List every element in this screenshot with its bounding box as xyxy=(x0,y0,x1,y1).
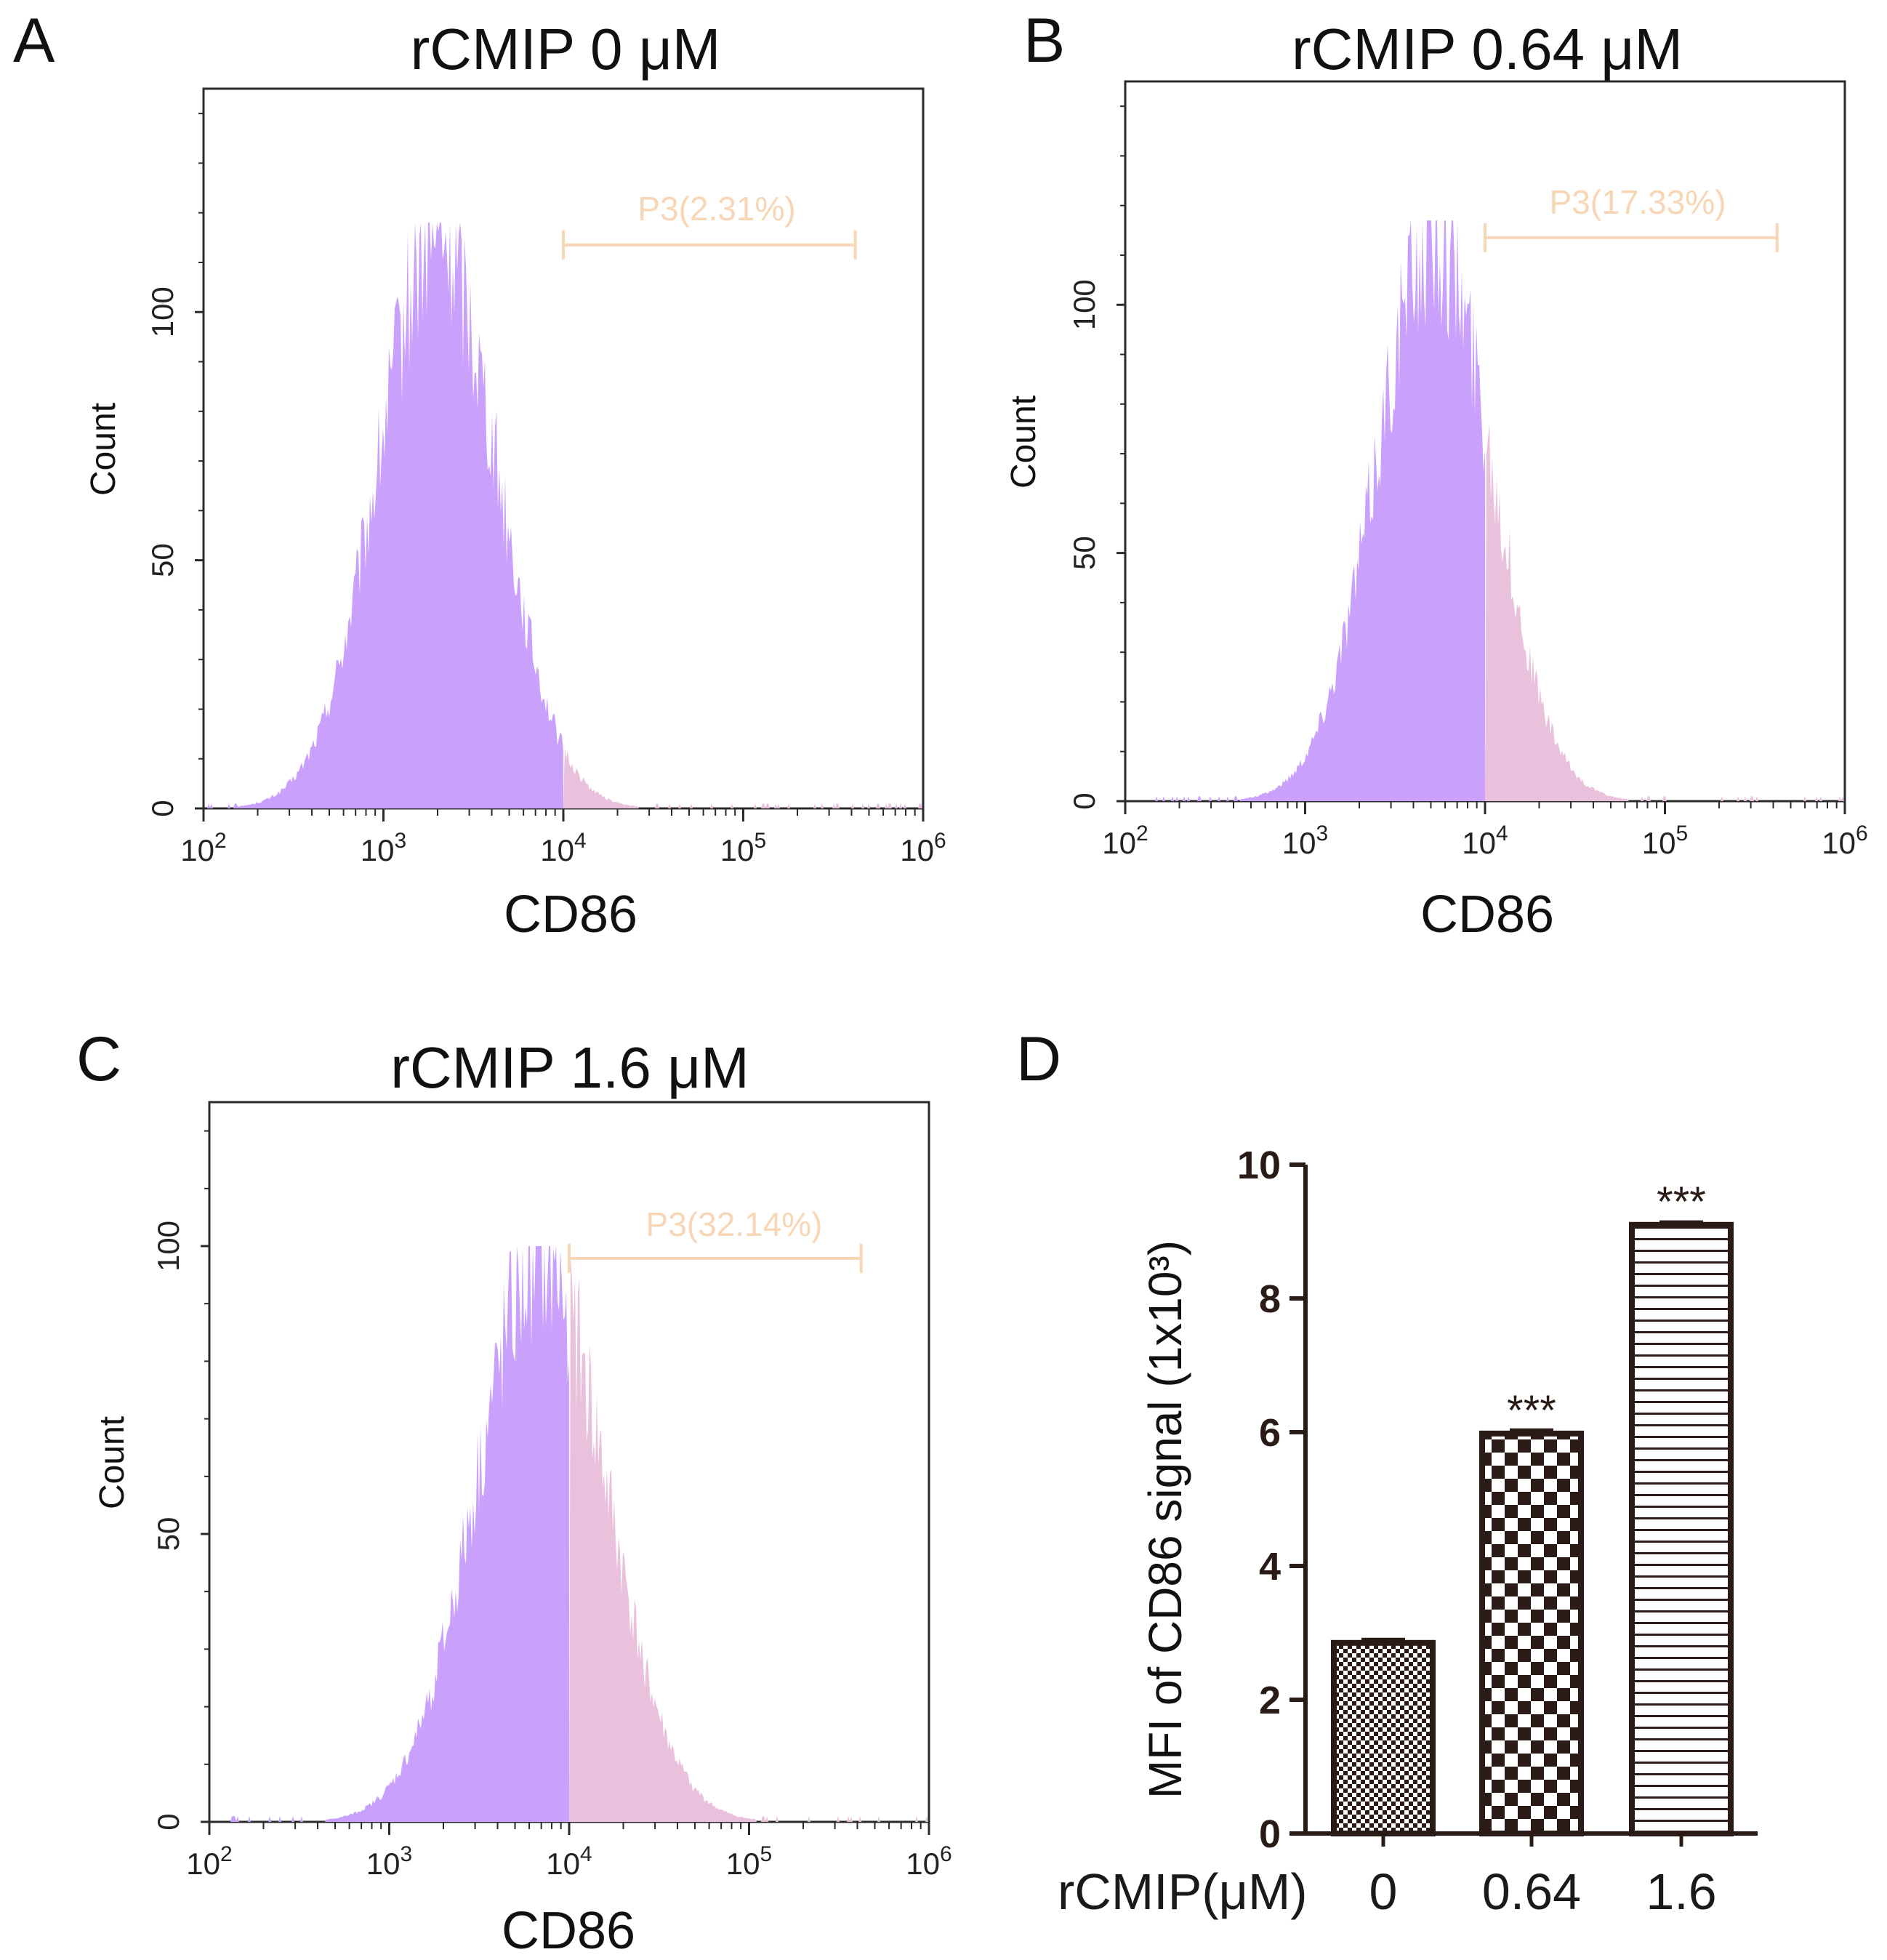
panel-d-y-tick-label: 4 xyxy=(1259,1545,1281,1589)
panel-a-x-axis-title: CD86 xyxy=(504,885,637,944)
panel-c: C rCMIP 1.6 μM Count CD86 102 103 104 105 10… xyxy=(76,1024,952,1960)
panel-d-bar-0 xyxy=(1331,1639,1436,1837)
panel-c-histogram xyxy=(210,1246,569,1822)
panel-d: D MFI of CD86 signal (1x10³) rCMIP(μM) 0… xyxy=(1016,1024,1758,1920)
panel-c-y-tick-label: 0 xyxy=(151,1813,185,1830)
panel-a-y-tick-label: 50 xyxy=(145,543,180,577)
panel-d-category-label: 0.64 xyxy=(1482,1863,1581,1920)
panel-d-y-axis-title: MFI of CD86 signal (1x10³) xyxy=(1139,1240,1191,1799)
panel-d-y-tick-label: 8 xyxy=(1259,1277,1281,1321)
panel-b-x-tick-label: 103 xyxy=(1282,822,1328,860)
panel-letter-c: C xyxy=(76,1024,121,1094)
panel-b-x-tick-label: 105 xyxy=(1642,822,1688,860)
panel-a-x-tick-label: 102 xyxy=(180,829,226,867)
panel-b-y-tick-label: 0 xyxy=(1067,792,1101,809)
panel-a-histogram-gated xyxy=(563,747,922,808)
panel-c-y-tick-label: 100 xyxy=(151,1221,185,1272)
panel-a-frame xyxy=(202,87,925,810)
panel-c-x-axis-title: CD86 xyxy=(502,1902,635,1960)
panel-b-x-tick-label: 104 xyxy=(1462,822,1508,860)
panel-a-histogram xyxy=(204,222,563,808)
panel-a-plot-area: 102 103 104 105 106 0 50 100 xyxy=(145,87,946,867)
panel-b-title: rCMIP 0.64 μM xyxy=(1292,17,1683,81)
panel-d-category-label: 1.6 xyxy=(1646,1863,1716,1920)
panel-b-gate-label: P3(17.33%) xyxy=(1550,183,1726,221)
panel-d-y-tick-label: 0 xyxy=(1259,1812,1281,1856)
panel-d-y-tick-label: 10 xyxy=(1237,1144,1281,1187)
panel-d-bar-0.64 xyxy=(1479,1430,1584,1836)
panel-d-y-tick-label: 2 xyxy=(1259,1679,1281,1722)
panel-b-y-tick-label: 100 xyxy=(1067,279,1101,330)
panel-d-category-label: 0 xyxy=(1369,1863,1398,1920)
panel-b-x-axis-title: CD86 xyxy=(1420,885,1554,944)
panel-d-x-axis-title: rCMIP(μM) xyxy=(1058,1863,1308,1920)
panel-a-x-tick-label: 106 xyxy=(900,829,946,867)
panel-c-x-tick-label: 104 xyxy=(546,1842,592,1881)
panel-b-x-tick-label: 106 xyxy=(1822,822,1867,860)
panel-b-histogram-gated xyxy=(1485,423,1844,801)
panel-b-y-tick-label: 50 xyxy=(1067,536,1101,570)
panel-a-x-tick-label: 103 xyxy=(361,829,406,867)
panel-a-x-tick-label: 104 xyxy=(540,829,586,867)
panel-c-x-tick-label: 105 xyxy=(726,1842,772,1881)
panel-b-y-axis-title: Count xyxy=(1005,395,1043,489)
panel-letter-d: D xyxy=(1016,1024,1061,1094)
panel-a-title: rCMIP 0 μM xyxy=(411,17,721,81)
panel-c-y-axis-title: Count xyxy=(93,1416,132,1509)
panel-d-significance-marker: *** xyxy=(1657,1178,1706,1226)
panel-c-gate-label: P3(32.14%) xyxy=(646,1205,823,1243)
panel-b-x-tick-label: 102 xyxy=(1102,822,1148,860)
panel-d-bar-1.6 xyxy=(1629,1221,1734,1837)
panel-c-title: rCMIP 1.6 μM xyxy=(390,1035,749,1100)
panel-a-y-tick-label: 0 xyxy=(145,800,180,816)
panel-c-x-tick-label: 106 xyxy=(906,1842,951,1881)
panel-c-x-tick-label: 102 xyxy=(186,1842,232,1881)
panel-letter-a: A xyxy=(13,6,55,76)
panel-c-plot-area: 102 103 104 105 106 0 50 100 xyxy=(151,1101,952,1881)
panel-a-x-tick-label: 105 xyxy=(720,829,766,867)
panel-letter-b: B xyxy=(1023,6,1065,76)
panel-b-plot-area: 102 103 104 105 106 0 50 100 xyxy=(1067,80,1868,860)
panel-d-significance-marker: *** xyxy=(1507,1387,1556,1434)
panel-a-y-axis-title: Count xyxy=(84,403,123,496)
panel-d-plot-area: 0 2 4 6 8 10 0 *** 0.64 *** 1.6 xyxy=(1237,1144,1758,1920)
panel-d-y-tick-label: 6 xyxy=(1259,1411,1281,1455)
panel-c-histogram-gated xyxy=(569,1256,928,1822)
panel-c-y-tick-label: 50 xyxy=(151,1517,185,1551)
panel-a-y-tick-label: 100 xyxy=(145,286,180,337)
panel-b: B rCMIP 0.64 μM Count CD86 102 103 104 105 1… xyxy=(1005,6,1868,944)
panel-a-gate-label: P3(2.31%) xyxy=(637,190,795,228)
panel-b-histogram xyxy=(1126,220,1485,801)
panel-c-x-tick-label: 103 xyxy=(366,1842,412,1881)
panel-a: A rCMIP 0 μM Count CD86 102 103 104 105 106 0… xyxy=(13,6,946,944)
